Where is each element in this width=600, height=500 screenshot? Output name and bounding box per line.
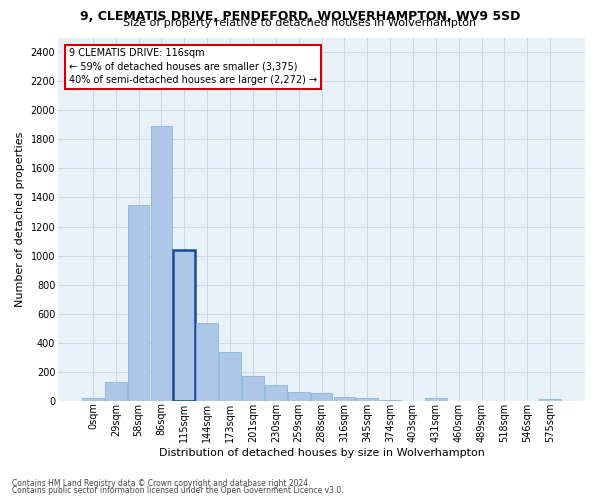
Bar [196, 322, 218, 401]
Bar [311, 393, 332, 401]
Bar [151, 126, 172, 401]
Bar [425, 398, 447, 401]
Bar [173, 250, 195, 401]
Bar [219, 352, 241, 401]
Bar [105, 382, 127, 401]
X-axis label: Distribution of detached houses by size in Wolverhampton: Distribution of detached houses by size … [158, 448, 484, 458]
Text: Size of property relative to detached houses in Wolverhampton: Size of property relative to detached ho… [124, 18, 476, 28]
Bar [288, 392, 310, 401]
Text: Contains HM Land Registry data © Crown copyright and database right 2024.: Contains HM Land Registry data © Crown c… [12, 478, 311, 488]
Bar [128, 204, 149, 401]
Text: Contains public sector information licensed under the Open Government Licence v3: Contains public sector information licen… [12, 486, 344, 495]
Bar [242, 376, 264, 401]
Bar [82, 398, 104, 401]
Bar [539, 399, 561, 401]
Text: 9, CLEMATIS DRIVE, PENDEFORD, WOLVERHAMPTON, WV9 5SD: 9, CLEMATIS DRIVE, PENDEFORD, WOLVERHAMP… [80, 10, 520, 23]
Text: 9 CLEMATIS DRIVE: 116sqm
← 59% of detached houses are smaller (3,375)
40% of sem: 9 CLEMATIS DRIVE: 116sqm ← 59% of detach… [68, 48, 317, 85]
Bar [265, 385, 287, 401]
Bar [379, 400, 401, 401]
Bar [334, 396, 355, 401]
Y-axis label: Number of detached properties: Number of detached properties [15, 132, 25, 307]
Bar [356, 398, 378, 401]
